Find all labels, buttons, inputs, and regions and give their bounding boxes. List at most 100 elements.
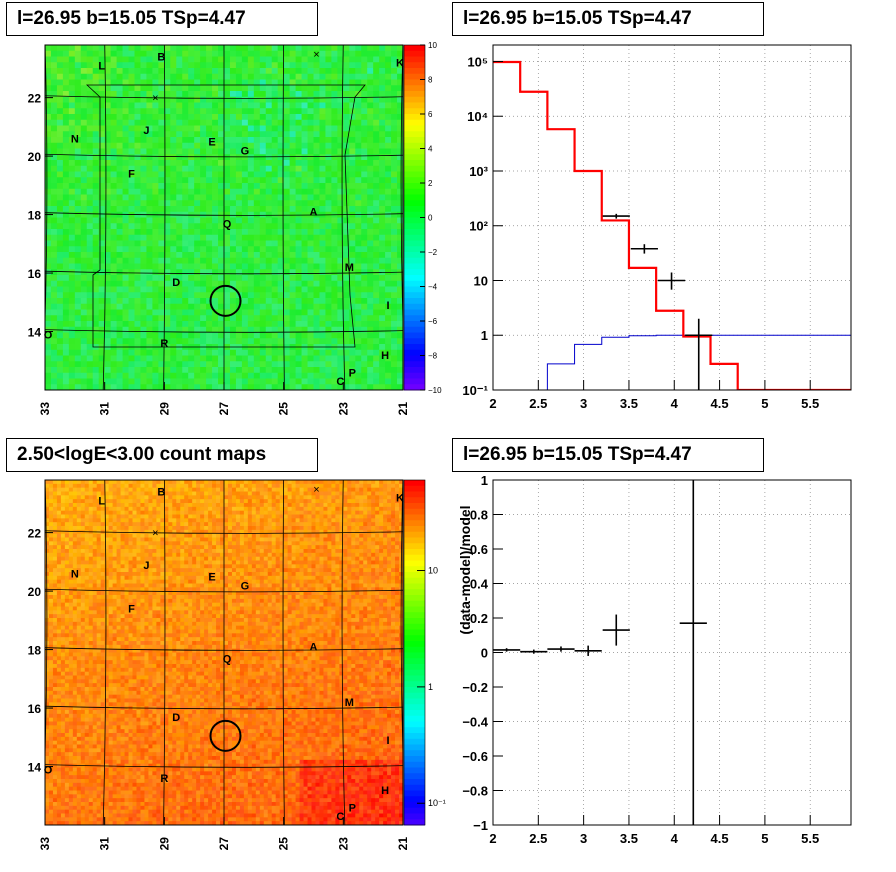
colorbar-step — [404, 378, 425, 385]
map-pixel — [52, 487, 58, 492]
map-pixel — [194, 68, 201, 75]
map-pixel — [319, 303, 326, 310]
map-pixel — [80, 541, 86, 546]
map-pixel — [188, 85, 195, 92]
map-pixel — [212, 188, 219, 195]
map-pixel — [56, 269, 64, 276]
map-pixel — [56, 91, 64, 98]
map-pixel — [84, 698, 90, 703]
map-pixel — [68, 817, 74, 822]
map-pixel — [313, 50, 320, 57]
map-pixel — [289, 372, 296, 379]
map-pixel — [80, 702, 86, 707]
map-pixel — [218, 355, 225, 362]
map-pixel — [355, 246, 362, 253]
map-pixel — [92, 756, 98, 761]
map-pixel — [60, 782, 66, 788]
map-pixel — [349, 200, 356, 207]
map-pixel — [188, 142, 195, 149]
map-pixel — [301, 384, 308, 390]
map-pixel — [307, 355, 314, 362]
map-pixel — [385, 142, 392, 149]
map-pixel — [229, 206, 237, 213]
map-pixel — [170, 355, 177, 362]
map-pixel — [62, 85, 70, 92]
map-pixel — [72, 499, 78, 504]
map-pixel — [295, 79, 302, 86]
map-pixel — [86, 119, 94, 126]
map-pixel — [259, 91, 267, 98]
map-pixel — [92, 240, 100, 247]
map-pixel — [397, 62, 403, 69]
map-pixel — [391, 332, 398, 339]
map-pixel — [319, 240, 326, 247]
map-pixel — [80, 790, 86, 795]
map-pixel — [247, 361, 255, 368]
map-pixel — [50, 338, 58, 345]
map-pixel — [50, 137, 58, 144]
map-pixel — [68, 687, 74, 692]
map-pixel — [319, 125, 326, 132]
map-pixel — [48, 625, 54, 630]
map-pixel — [110, 367, 117, 374]
map-pixel — [48, 767, 54, 772]
map-pixel — [271, 292, 279, 299]
map-pixel — [80, 160, 88, 167]
map-pixel — [68, 598, 74, 604]
map-pixel — [229, 367, 237, 374]
map-pixel — [45, 752, 50, 757]
map-pixel — [80, 786, 86, 791]
map-pixel — [361, 223, 368, 230]
map-pixel — [60, 675, 66, 680]
map-pixel — [158, 154, 165, 161]
map-pixel — [152, 275, 159, 282]
map-pixel — [92, 183, 100, 190]
map-pixel — [140, 56, 147, 63]
map-pixel — [72, 641, 78, 646]
map-pixel — [319, 223, 326, 230]
map-pixel — [80, 298, 88, 305]
map-pixel — [56, 280, 64, 287]
map-pixel — [277, 85, 285, 92]
map-pixel — [74, 372, 82, 379]
map-pixel — [182, 119, 189, 126]
map-pixel — [74, 188, 82, 195]
map-pixel — [361, 142, 368, 149]
map-pixel — [253, 275, 261, 282]
map-pixel — [80, 671, 86, 676]
map-pixel — [56, 671, 62, 676]
map-pixel — [397, 200, 403, 207]
map-pixel — [64, 483, 70, 489]
source-label: F — [128, 169, 135, 181]
map-pixel — [277, 246, 285, 253]
map-pixel — [122, 286, 129, 293]
map-pixel — [80, 148, 88, 155]
map-pixel — [212, 349, 219, 356]
map-pixel — [337, 148, 344, 155]
map-pixel — [92, 794, 98, 799]
map-pixel — [265, 355, 273, 362]
map-pixel — [265, 349, 273, 356]
map-pixel — [98, 206, 106, 213]
map-pixel — [152, 206, 159, 213]
map-pixel — [283, 229, 291, 236]
map-pixel — [235, 223, 243, 230]
map-pixel — [283, 79, 291, 86]
map-pixel — [319, 269, 326, 276]
map-pixel — [60, 564, 66, 569]
map-pixel — [76, 572, 82, 577]
map-pixel — [68, 767, 74, 772]
map-pixel — [331, 188, 338, 195]
map-pixel — [235, 108, 243, 115]
map-pixel — [247, 114, 255, 121]
map-pixel — [164, 142, 171, 149]
map-pixel — [76, 725, 82, 730]
map-pixel — [60, 621, 66, 627]
map-pixel — [104, 315, 112, 322]
map-pixel — [64, 499, 70, 504]
map-pixel — [182, 73, 189, 80]
map-pixel — [76, 483, 82, 489]
map-pixel — [146, 79, 153, 86]
map-pixel — [295, 102, 302, 109]
map-pixel — [295, 355, 302, 362]
